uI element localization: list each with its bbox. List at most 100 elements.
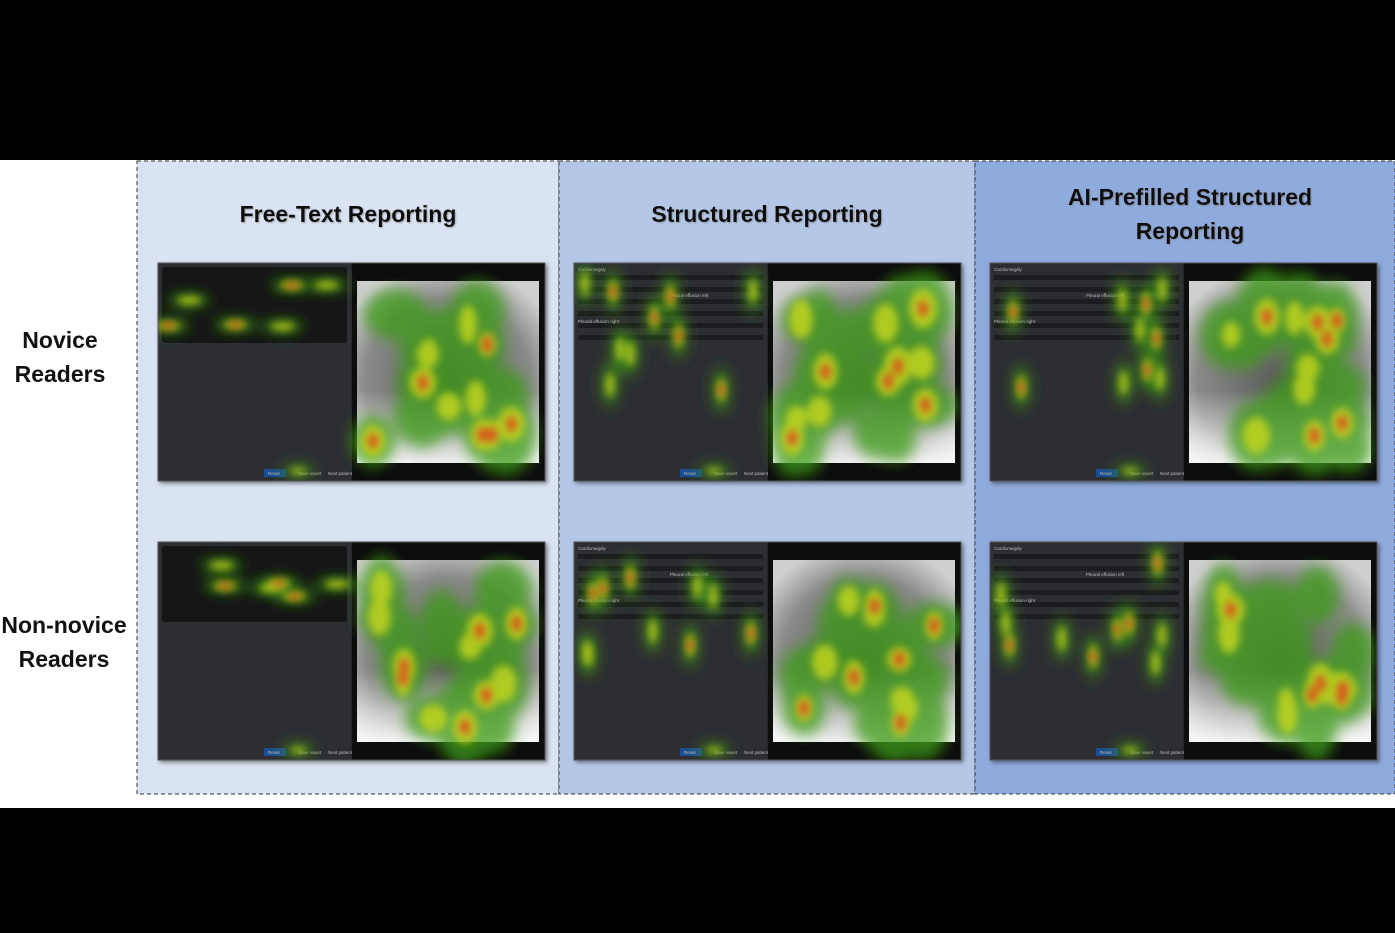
blob: [1295, 565, 1340, 625]
blob: [1277, 694, 1298, 734]
blob: [589, 587, 596, 600]
blob: [920, 397, 931, 414]
blob: [290, 747, 306, 753]
button-label[interactable]: Next patient: [744, 471, 769, 476]
panel-border: [157, 262, 546, 482]
blob: [1248, 612, 1306, 684]
blob: [1309, 427, 1320, 444]
heatmap: [1005, 267, 1372, 477]
button-label[interactable]: Next patient: [328, 750, 353, 755]
row-label: Non-novice Readers: [1, 612, 126, 672]
button-label[interactable]: Reset: [268, 750, 281, 755]
form-row: [578, 614, 763, 619]
blob: [465, 380, 486, 417]
button: [264, 469, 286, 477]
blob: [506, 416, 517, 433]
blob: [820, 363, 831, 380]
blob: [1155, 366, 1164, 391]
button: [680, 748, 702, 756]
blob: [1240, 579, 1301, 624]
button-label[interactable]: Next patient: [1160, 471, 1185, 476]
blob: [1315, 675, 1326, 692]
blob: [1158, 277, 1167, 302]
blob: [324, 580, 349, 589]
blob: [1126, 617, 1133, 630]
form-row: [994, 590, 1179, 595]
blob: [459, 305, 477, 345]
blob: [667, 290, 674, 303]
button-label[interactable]: Reset: [268, 471, 281, 476]
blob: [229, 321, 242, 328]
form-row: [994, 578, 1179, 583]
blob: [482, 336, 493, 353]
heatmap: [576, 263, 957, 478]
blob: [1312, 314, 1323, 331]
blob: [892, 358, 903, 375]
heatmap: [992, 542, 1375, 760]
blob: [917, 300, 928, 317]
form-label: Pleural effusion left: [1086, 572, 1125, 577]
button-label[interactable]: Next patient: [1160, 750, 1185, 755]
button-label[interactable]: Reset: [684, 750, 697, 755]
heatmap: [578, 555, 961, 760]
heatmap: [158, 278, 537, 477]
button-label[interactable]: Reset: [684, 471, 697, 476]
blob: [1010, 305, 1017, 318]
panel-border: [573, 262, 962, 482]
blob: [290, 468, 306, 474]
blob: [209, 561, 234, 570]
blob: [605, 372, 614, 397]
blob: [477, 426, 488, 443]
blob: [270, 322, 295, 331]
heat-red: [1010, 297, 1348, 444]
blob: [693, 574, 702, 599]
button: [1096, 469, 1118, 477]
blob: [706, 747, 722, 753]
form-label: Cardiomegaly: [578, 267, 607, 272]
blob: [1338, 681, 1349, 698]
blob: [259, 584, 284, 593]
blob: [177, 296, 202, 305]
blob: [1151, 650, 1160, 675]
form-row: [578, 554, 763, 559]
blob: [929, 617, 940, 634]
heat-red: [609, 285, 931, 447]
blob: [789, 299, 813, 339]
button-label[interactable]: Next patient: [328, 471, 353, 476]
blob: [829, 339, 868, 392]
heat-yellow: [209, 561, 528, 753]
form-row: [994, 566, 1179, 571]
button: [680, 469, 702, 477]
blob: [580, 271, 589, 296]
button-label[interactable]: Reset: [1100, 750, 1113, 755]
row-label: Novice Readers: [15, 327, 106, 387]
blob: [1157, 623, 1166, 648]
blob: [399, 658, 410, 675]
button-label[interactable]: Next patient: [744, 750, 769, 755]
form-label: Pleural effusion left: [670, 293, 709, 298]
panel-border: [989, 541, 1378, 761]
blob: [894, 651, 905, 668]
button-label[interactable]: Reset: [1100, 471, 1113, 476]
blob: [807, 396, 832, 427]
blob: [1153, 332, 1160, 345]
blob: [416, 341, 439, 368]
panel-border: [157, 541, 546, 761]
blob: [1057, 626, 1066, 651]
blob: [417, 374, 428, 391]
form-row: [578, 335, 763, 340]
blob: [908, 346, 935, 380]
form-row: [994, 299, 1179, 304]
blob: [1119, 370, 1128, 395]
blob: [487, 426, 498, 443]
blob: [627, 571, 634, 584]
